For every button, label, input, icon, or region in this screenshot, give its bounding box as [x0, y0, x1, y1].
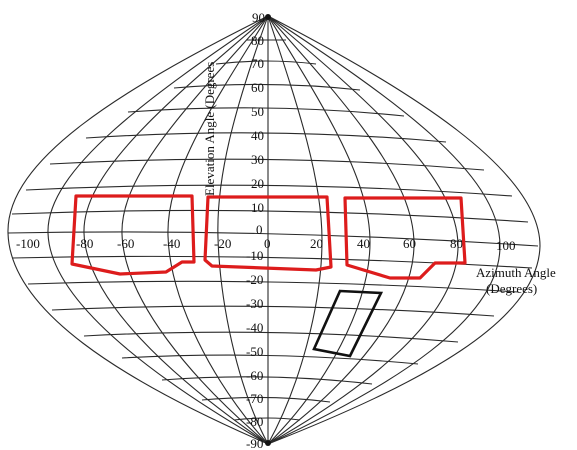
elev-tick-10: 10 [251, 200, 264, 215]
meridian-40 [267, 15, 371, 445]
elev-tick-90: 90 [252, 10, 265, 25]
elev-tick-m30: -30 [246, 296, 263, 311]
black-rotated-region [312, 289, 384, 358]
north-pole-marker [265, 14, 271, 20]
meridian-m80 [83, 15, 269, 445]
elev-tick-50: 50 [251, 104, 264, 119]
meridian-m100 [47, 15, 269, 445]
gridline-elev-50 [127, 107, 405, 117]
gridline-elev-m70 [201, 396, 331, 403]
meridian-m20 [217, 15, 269, 445]
elev-tick-m70: -70 [246, 391, 263, 406]
az-tick-0: 0 [264, 236, 271, 251]
center-red-region [203, 195, 333, 272]
az-tick-m80: -80 [76, 236, 93, 251]
gridline-elev-70 [215, 60, 317, 65]
elev-tick-m20: -20 [246, 272, 263, 287]
gridline-elev-m20 [27, 280, 519, 293]
meridian-80 [267, 15, 459, 445]
elev-tick-m90: -90 [246, 436, 263, 450]
meridian-60 [267, 15, 415, 445]
azimuth-axis-title-line1: Azimuth Angle [476, 265, 556, 280]
elevation-gridlines [7, 39, 539, 421]
az-tick-m20: -20 [214, 236, 231, 251]
elevation-axis-title: Elevation Angle (Degrees [202, 62, 217, 196]
elev-tick-80: 80 [251, 33, 264, 48]
elev-tick-m10: -10 [246, 248, 263, 263]
meridian-outer-right [267, 15, 541, 445]
elev-tick-m60: -60 [246, 368, 263, 383]
left-red-region [70, 194, 196, 276]
elev-tick-70: 70 [251, 56, 264, 71]
meridian-m60 [121, 15, 269, 445]
south-pole-marker [265, 440, 271, 446]
elev-tick-30: 30 [251, 152, 264, 167]
meridian-20 [267, 15, 323, 445]
elev-tick-60: 60 [251, 80, 264, 95]
elev-tick-m50: -50 [246, 344, 263, 359]
gridline-elev-40 [85, 132, 447, 143]
meridian-100 [267, 15, 501, 445]
elev-tick-m40: -40 [246, 320, 263, 335]
az-tick-80: 80 [450, 236, 463, 251]
azimuth-tick-labels: -100 -80 -60 -40 -20 0 20 40 60 80 100 [16, 236, 516, 253]
az-tick-100: 100 [496, 238, 516, 253]
az-tick-m40: -40 [163, 236, 180, 251]
meridian-m40 [167, 15, 269, 445]
azimuth-gridlines [7, 15, 541, 445]
elev-tick-m80: -80 [246, 414, 263, 429]
elevation-tick-labels: 90 80 70 60 50 40 30 20 10 0 -10 -20 -30… [246, 10, 265, 450]
az-tick-40: 40 [357, 236, 370, 251]
gridline-elev-m60 [161, 376, 373, 385]
highlight-regions [70, 194, 467, 358]
az-tick-m100: -100 [16, 236, 40, 251]
gridline-elev-m30 [51, 305, 495, 317]
meridian-outer-left [7, 15, 269, 445]
gridline-elev-m50 [121, 354, 419, 365]
elev-tick-0: 0 [256, 222, 263, 237]
azimuth-axis-title-line2: (Degrees) [486, 281, 537, 296]
az-tick-20: 20 [310, 236, 323, 251]
gridline-elev-10 [11, 209, 529, 223]
gridline-elev-m40 [83, 331, 459, 343]
az-tick-m60: -60 [117, 236, 134, 251]
elev-tick-40: 40 [251, 128, 264, 143]
right-red-region [343, 196, 467, 280]
az-tick-60: 60 [403, 236, 416, 251]
elev-tick-20: 20 [251, 176, 264, 191]
